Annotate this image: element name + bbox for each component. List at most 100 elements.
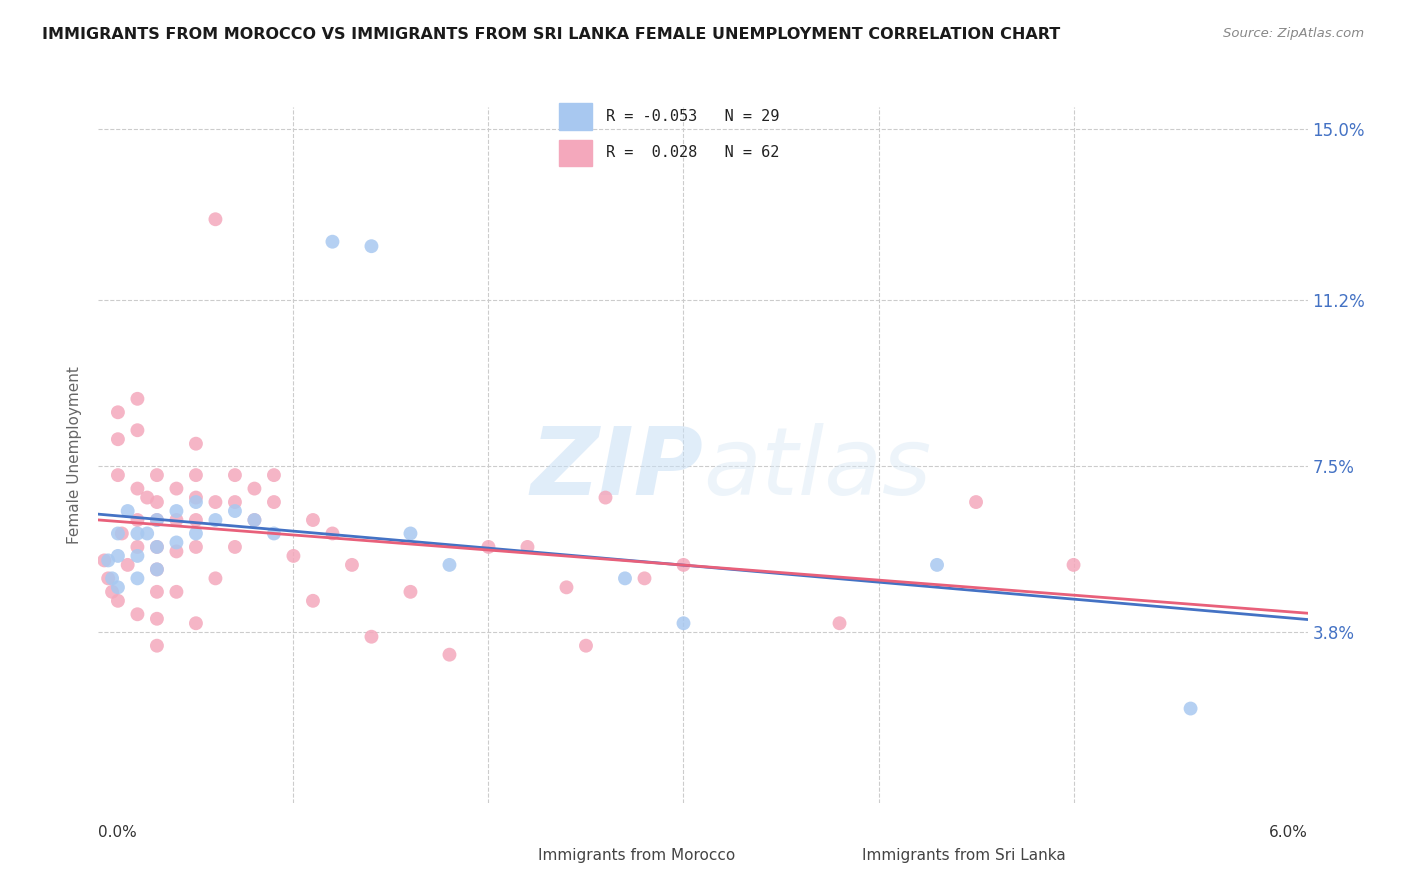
Text: ZIP: ZIP [530,423,703,515]
Point [101,584,124,599]
Text: Immigrants from Morocco: Immigrants from Morocco [538,848,735,863]
Point [204,495,226,509]
Point [184,491,207,505]
Text: 0.0%: 0.0% [98,825,138,840]
Point [146,513,169,527]
Point [127,423,149,437]
Point [127,540,149,554]
Point [146,468,169,483]
Point [321,235,343,249]
Point [204,212,226,227]
Point [165,535,187,549]
Point [146,540,169,554]
Point [165,513,187,527]
Point [439,558,461,572]
Point [146,513,169,527]
Bar [560,103,592,130]
Point [146,540,169,554]
Point [136,526,159,541]
Point [204,513,226,527]
Point [107,468,129,483]
Point [243,513,266,527]
Point [224,468,246,483]
Point [165,504,187,518]
Point [184,616,207,631]
Point [146,584,169,599]
Point [263,495,285,509]
Point [321,526,343,541]
Point [107,580,129,594]
Point [1180,701,1202,715]
Point [184,540,207,554]
Point [555,580,578,594]
Point [97,553,120,567]
Point [224,540,246,554]
Point [107,594,129,608]
Text: 6.0%: 6.0% [1268,825,1308,840]
Point [595,491,617,505]
Point [146,562,169,576]
Point [204,571,226,585]
Point [828,616,851,631]
Point [127,549,149,563]
Point [672,616,695,631]
Point [575,639,598,653]
Point [184,436,207,450]
Point [965,495,987,509]
Point [184,495,207,509]
Point [136,491,159,505]
Text: R =  0.028   N = 62: R = 0.028 N = 62 [606,145,779,161]
Point [439,648,461,662]
Point [165,482,187,496]
Point [1063,558,1085,572]
Point [633,571,655,585]
Y-axis label: Female Unemployment: Female Unemployment [67,366,83,544]
Text: Immigrants from Sri Lanka: Immigrants from Sri Lanka [862,848,1066,863]
Point [925,558,948,572]
Point [672,558,695,572]
Point [263,526,285,541]
Point [399,584,422,599]
Point [184,468,207,483]
Text: Source: ZipAtlas.com: Source: ZipAtlas.com [1223,27,1364,40]
Point [283,549,305,563]
Point [399,526,422,541]
Point [127,482,149,496]
Point [224,504,246,518]
Point [117,504,139,518]
Point [165,584,187,599]
Point [146,562,169,576]
Point [107,405,129,419]
Point [146,639,169,653]
Point [146,612,169,626]
Point [165,544,187,558]
Point [97,571,120,585]
Point [302,513,325,527]
Point [127,526,149,541]
Point [127,571,149,585]
Text: IMMIGRANTS FROM MOROCCO VS IMMIGRANTS FROM SRI LANKA FEMALE UNEMPLOYMENT CORRELA: IMMIGRANTS FROM MOROCCO VS IMMIGRANTS FR… [42,27,1060,42]
Point [360,630,382,644]
Point [127,607,149,622]
Point [302,594,325,608]
Point [243,482,266,496]
Point [146,495,169,509]
Bar [560,140,592,166]
Point [614,571,637,585]
Point [107,432,129,446]
Point [107,526,129,541]
Point [127,392,149,406]
Text: R = -0.053   N = 29: R = -0.053 N = 29 [606,109,779,124]
Point [93,553,115,567]
Point [111,526,134,541]
Point [224,495,246,509]
Point [340,558,363,572]
Point [477,540,499,554]
Point [516,540,538,554]
Point [360,239,382,253]
Point [107,549,129,563]
Point [117,558,139,572]
Point [184,526,207,541]
Point [184,513,207,527]
Point [101,571,124,585]
